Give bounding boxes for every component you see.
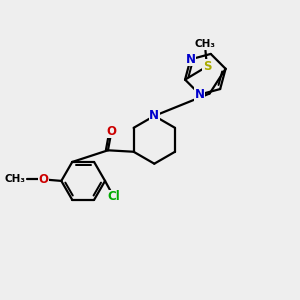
Text: N: N <box>149 110 159 122</box>
Text: O: O <box>39 173 49 186</box>
Text: N: N <box>185 53 196 66</box>
Text: O: O <box>106 125 116 138</box>
Text: S: S <box>203 60 211 73</box>
Text: CH₃: CH₃ <box>4 174 26 184</box>
Text: Cl: Cl <box>107 190 120 203</box>
Text: CH₃: CH₃ <box>195 39 216 49</box>
Text: N: N <box>195 88 205 101</box>
